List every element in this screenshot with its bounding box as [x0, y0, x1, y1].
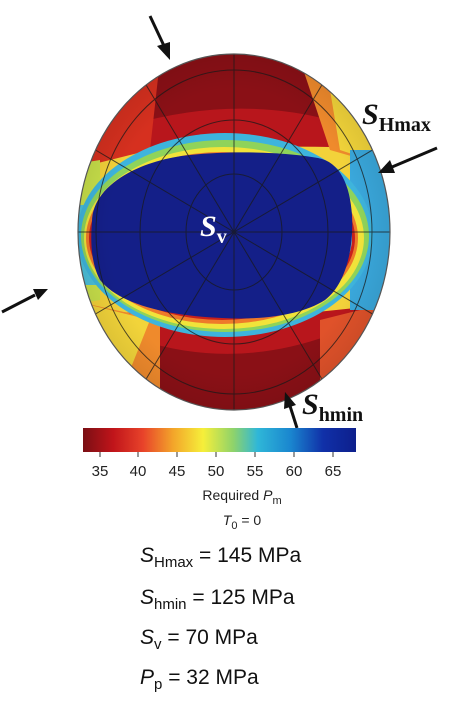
- sv-center-label: Sv: [200, 210, 227, 248]
- required-pm-field: [78, 54, 390, 410]
- stress-value-shmin: Shmin = 125 MPa: [140, 586, 295, 614]
- colorbar-subtitle: T0 = 0: [222, 512, 262, 532]
- stereonet-grid: [78, 54, 390, 410]
- colorbar-ticks: [99, 452, 334, 457]
- colorbar-title: Required Pm: [202, 487, 282, 507]
- colorbar-tick-label: 55: [246, 463, 264, 480]
- arrow-top: [148, 15, 170, 60]
- colorbar-gradient: [83, 428, 356, 452]
- colorbar-tick-label: 45: [168, 463, 186, 480]
- colorbar-tick-label: 35: [91, 463, 109, 480]
- colorbar-tick-label: 65: [324, 463, 342, 480]
- arrow-left: [1, 289, 48, 314]
- arrow-shmin: [284, 392, 299, 429]
- stress-arrows: [1, 15, 438, 429]
- shmin-arrow-label: Shmin: [302, 388, 364, 426]
- colorbar-tick-label: 40: [129, 463, 147, 480]
- stress-value-sv: Sv = 70 MPa: [140, 626, 258, 654]
- arrow-shmax: [378, 146, 438, 173]
- shmax-arrow-label: SHmax: [362, 98, 431, 136]
- colorbar-tick-label: 60: [285, 463, 303, 480]
- stress-value-shmax: SHmax = 145 MPa: [140, 544, 302, 572]
- stress-value-pp: Pp = 32 MPa: [140, 666, 259, 694]
- colorbar-tick-label: 50: [207, 463, 225, 480]
